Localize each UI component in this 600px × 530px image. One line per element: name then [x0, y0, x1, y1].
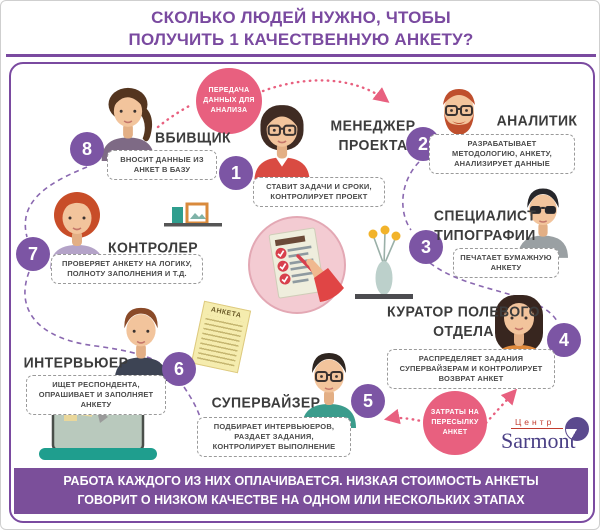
sarmont-logo-brand: Sarmont: [501, 428, 576, 453]
sarmont-logo-center-label: Центр: [515, 417, 555, 427]
title-divider: [6, 54, 596, 57]
data-transfer-badge-label: ПЕРЕДАЧА ДАННЫХ ДЛЯ АНАЛИЗА: [203, 86, 255, 115]
role-desc-data-enterer: ВНОСИТ ДАННЫЕ ИЗ АНКЕТ В БАЗУ: [107, 150, 217, 181]
wire-3-to-4: [429, 262, 558, 322]
wire-6-to-5: [183, 386, 201, 418]
role-name-print-specialist: СПЕЦИАЛИСТ ТИПОГРАФИИ: [433, 206, 537, 243]
role-name-data-enterer: ВБИВЩИК: [154, 128, 232, 146]
shipping-costs-badge: ЗАТРАТЫ НА ПЕРЕСЫЛКУ АНКЕТ: [423, 391, 487, 455]
footer-banner-text: РАБОТА КАЖДОГО ИЗ НИХ ОПЛАЧИВАЕТСЯ. НИЗК…: [63, 474, 539, 507]
role-desc-supervisor: ПОДБИРАЕТ ИНТЕРВЬЮЕРОВ, РАЗДАЕТ ЗАДАНИЯ,…: [197, 417, 351, 458]
wire-8-to-7: [24, 166, 88, 238]
sarmont-logo-divider: [511, 428, 563, 429]
wall-shelf: [164, 202, 222, 227]
role-desc-controller: ПРОВЕРЯЕТ АНКЕТУ НА ЛОГИКУ, ПОЛНОТУ ЗАПО…: [51, 254, 203, 285]
role-desc-interviewer: ИЩЕТ РЕСПОНДЕНТА, ОПРАШИВАЕТ И ЗАПОЛНЯЕТ…: [26, 375, 166, 416]
flower-vase: [355, 225, 413, 299]
role-desc-analyst: РАЗРАБАТЫВАЕТ МЕТОДОЛОГИЮ, АНКЕТУ, АНАЛИ…: [429, 134, 575, 175]
avatar-data-enterer: [101, 87, 155, 161]
page-title-line1: СКОЛЬКО ЛЮДЕЙ НУЖНО, ЧТОБЫ: [151, 8, 451, 27]
step-number-5: 5: [351, 384, 385, 418]
wire-8-to-transfer-badge: [156, 103, 193, 129]
sleeve: [314, 268, 344, 302]
step-number-7: 7: [16, 237, 50, 271]
checklist-illustration: [248, 216, 346, 314]
data-transfer-badge: ПЕРЕДАЧА ДАННЫХ ДЛЯ АНАЛИЗА: [196, 68, 262, 134]
sarmont-logo: Центр Sarmont: [499, 417, 595, 465]
survey-note-scribbles: [196, 314, 244, 368]
page-title-line2: ПОЛУЧИТЬ 1 КАЧЕСТВЕННУЮ АНКЕТУ?: [128, 30, 474, 50]
wire-costs-badge-to-5: [383, 408, 427, 425]
role-name-interviewer: ИНТЕРВЬЮЕР: [23, 353, 129, 371]
role-name-supervisor: СУПЕРВАЙЗЕР: [211, 393, 321, 411]
footer-banner: РАБОТА КАЖДОГО ИЗ НИХ ОПЛАЧИВАЕТСЯ. НИЗК…: [14, 468, 588, 514]
avatar-project-manager: [254, 105, 310, 183]
step-number-3: 3: [409, 230, 443, 264]
role-desc-field-curator: РАСПРЕДЕЛЯЕТ ЗАДАНИЯ СУПЕРВАЙЗЕРАМ И КОН…: [387, 349, 555, 390]
step-number-1: 1: [219, 156, 253, 190]
step-number-6: 6: [162, 352, 196, 386]
role-name-field-curator: КУРАТОР ПОЛЕВОГО ОТДЕЛА: [387, 302, 540, 339]
wire-7-to-6: [24, 271, 162, 365]
role-desc-print-specialist: ПЕЧАТАЕТ БУМАЖНУЮ АНКЕТУ: [453, 248, 559, 279]
step-number-8: 8: [70, 132, 104, 166]
role-name-analyst: АНАЛИТИК: [496, 111, 578, 129]
role-name-project-manager: МЕНЕДЖЕР ПРОЕКТА: [330, 116, 416, 153]
role-desc-project-manager: СТАВИТ ЗАДАЧИ И СРОКИ, КОНТРОЛИРУЕТ ПРОЕ…: [253, 177, 385, 208]
content-frame: [9, 62, 595, 523]
shipping-costs-badge-label: ЗАТРАТЫ НА ПЕРЕСЫЛКУ АНКЕТ: [430, 408, 480, 437]
sarmont-logo-icon: [565, 417, 589, 441]
page-title: СКОЛЬКО ЛЮДЕЙ НУЖНО, ЧТОБЫ ПОЛУЧИТЬ 1 КА…: [1, 7, 599, 51]
wire-2-to-3: [402, 161, 420, 231]
wire-transfer-badge-to-2: [261, 79, 390, 103]
role-name-controller: КОНТРОЛЕР: [108, 238, 198, 256]
